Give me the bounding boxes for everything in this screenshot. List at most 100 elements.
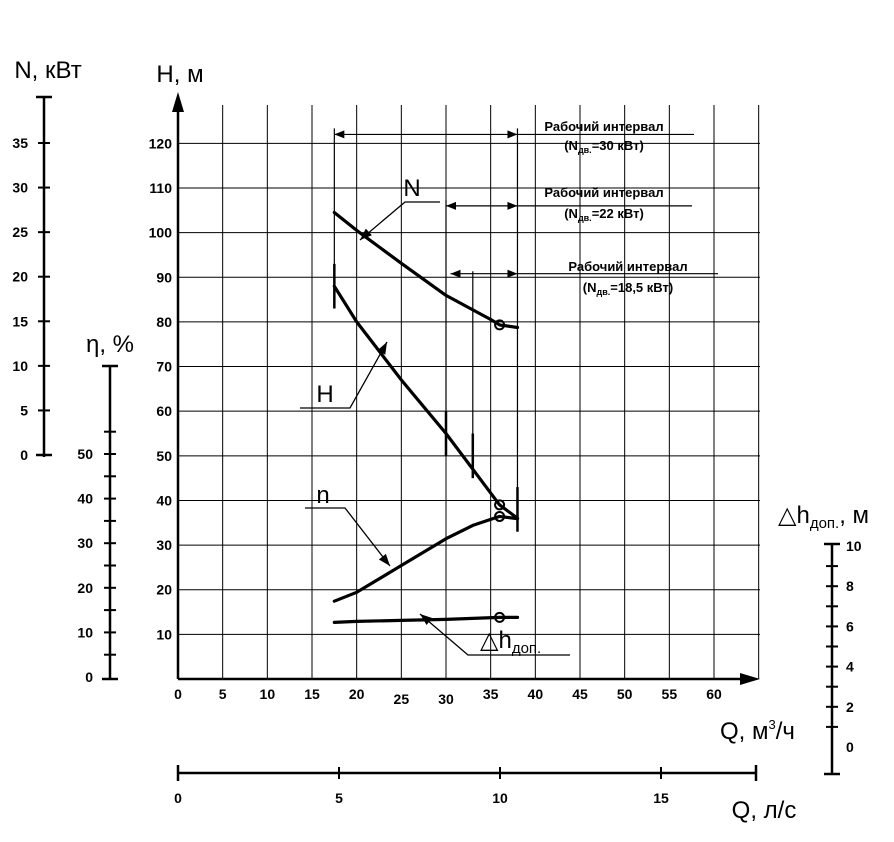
npsh-tick-label: 0	[846, 739, 854, 755]
interval-label-power: (Nдв.=30 кВт)	[564, 138, 644, 155]
h-tick-label: 40	[156, 492, 172, 508]
interval-label-title: Рабочий интервал	[568, 259, 687, 274]
label-N: N	[403, 175, 420, 202]
q-m3h-tick-label: 25	[394, 691, 410, 707]
n-tick-label: 10	[12, 358, 28, 374]
h-axis-title: H, м	[156, 61, 203, 88]
h-tick-label: 100	[149, 225, 173, 241]
leader-arrow-H	[377, 342, 387, 355]
q-m3h-tick-label: 15	[304, 686, 320, 702]
interval-power-sub: дв.	[578, 145, 592, 155]
interval-arrow-left	[446, 201, 456, 210]
interval-power-post: =22 кВт)	[592, 206, 644, 221]
label-npsh-main: △h	[480, 627, 512, 654]
q-m3h-title-main: Q, м	[720, 718, 769, 745]
n-tick-label: 5	[20, 402, 28, 418]
h-tick-label: 80	[156, 314, 172, 330]
q-m3h-tick-label: 5	[219, 686, 227, 702]
q-m3h-tick-label: 20	[349, 686, 365, 702]
leader-arrow-N	[360, 228, 372, 240]
leader-n	[305, 507, 391, 567]
interval-power-sub: дв.	[578, 213, 592, 223]
npsh-title-sub: доп.	[810, 515, 839, 532]
interval-label-title: Рабочий интервал	[544, 119, 663, 134]
eta-tick-label: 0	[85, 669, 93, 685]
q-m3h-tick-label: 45	[572, 686, 588, 702]
q-m3h-tick-label: 40	[528, 686, 544, 702]
h-tick-label: 30	[156, 537, 172, 553]
q-m3h-title-sup: 3	[769, 717, 776, 732]
h-tick-label: 50	[156, 448, 172, 464]
marker-N	[494, 319, 506, 331]
npsh-tick-label: 4	[846, 659, 854, 675]
q-m3h-tick-label: 10	[260, 686, 276, 702]
eta-tick-label: 40	[77, 491, 93, 507]
n-tick-label: 0	[20, 447, 28, 463]
interval-arrow-right	[507, 269, 518, 278]
interval-arrow-right	[507, 130, 518, 139]
curve-H	[332, 284, 520, 520]
h-tick-label: 90	[156, 269, 172, 285]
interval-power-pre: (N	[564, 138, 578, 153]
q-ls-tick-label: 10	[492, 790, 508, 806]
annotations: Рабочий интервал(Nдв.=30 кВт)Рабочий инт…	[333, 119, 718, 519]
label-n: n	[316, 482, 329, 509]
npsh-axis-title: △hдоп., м	[778, 502, 869, 532]
q-ls-tick-label: 15	[653, 790, 669, 806]
q-m3h-axis-title: Q, м3/ч	[720, 717, 795, 745]
interval-power-pre: (N	[583, 280, 597, 295]
q-axis-arrow	[740, 673, 760, 685]
h-tick-label: 70	[156, 359, 172, 375]
q-ls-tick-label: 5	[335, 790, 343, 806]
label-npsh: △hдоп.	[480, 627, 541, 657]
npsh-title-main: △h	[778, 502, 810, 529]
eta-axis-title: η, %	[86, 331, 134, 358]
eta-tick-label: 30	[77, 535, 93, 551]
grid	[177, 105, 760, 679]
interval-power-post: =30 кВт)	[592, 138, 644, 153]
leader-arrow-n	[378, 553, 390, 566]
q-m3h-tick-label: 60	[706, 686, 722, 702]
eta-tick-label: 50	[77, 446, 93, 462]
q-m3h-tick-label: 0	[174, 686, 182, 702]
n-axis-title: N, кВт	[14, 57, 81, 84]
curve-N	[332, 210, 520, 330]
h-tick-label: 60	[156, 403, 172, 419]
leader-H	[300, 341, 388, 409]
h-tick-label: 120	[149, 135, 173, 151]
h-tick-label: 20	[156, 582, 172, 598]
h-axis-arrow	[172, 92, 184, 112]
n-tick-label: 25	[12, 224, 28, 240]
npsh-tick-label: 8	[846, 578, 854, 594]
eta-tick-label: 10	[77, 624, 93, 640]
npsh-tick-label: 2	[846, 699, 854, 715]
interval-arrow-left	[334, 130, 345, 139]
curve-n	[332, 514, 520, 603]
q-ls-axis-title: Q, л/с	[732, 797, 797, 824]
marker-△h	[494, 611, 506, 623]
n-tick-label: 35	[12, 135, 28, 151]
q-m3h-tick-label: 55	[662, 686, 678, 702]
leader-arrow-npsh	[420, 614, 433, 626]
interval-label-power: (Nдв.=22 кВт)	[564, 206, 644, 223]
marker-n	[494, 510, 506, 522]
h-tick-label: 10	[156, 626, 172, 642]
npsh-tick-label: 10	[846, 538, 862, 554]
axes	[36, 92, 840, 781]
leader-npsh	[419, 613, 570, 656]
eta-tick-label: 20	[77, 580, 93, 596]
leader-N	[359, 201, 440, 241]
interval-power-pre: (N	[564, 206, 578, 221]
marker-H	[494, 499, 506, 511]
interval-power-sub: дв.	[597, 287, 611, 297]
q-ls-tick-label: 0	[174, 790, 182, 806]
q-m3h-tick-label: 50	[617, 686, 633, 702]
interval-arrow-left	[450, 269, 461, 278]
h-tick-label: 110	[149, 180, 172, 196]
q-m3h-title-tail: /ч	[776, 718, 795, 745]
label-npsh-sub: доп.	[512, 640, 541, 657]
n-tick-label: 15	[12, 313, 28, 329]
npsh-title-tail: , м	[839, 502, 869, 529]
